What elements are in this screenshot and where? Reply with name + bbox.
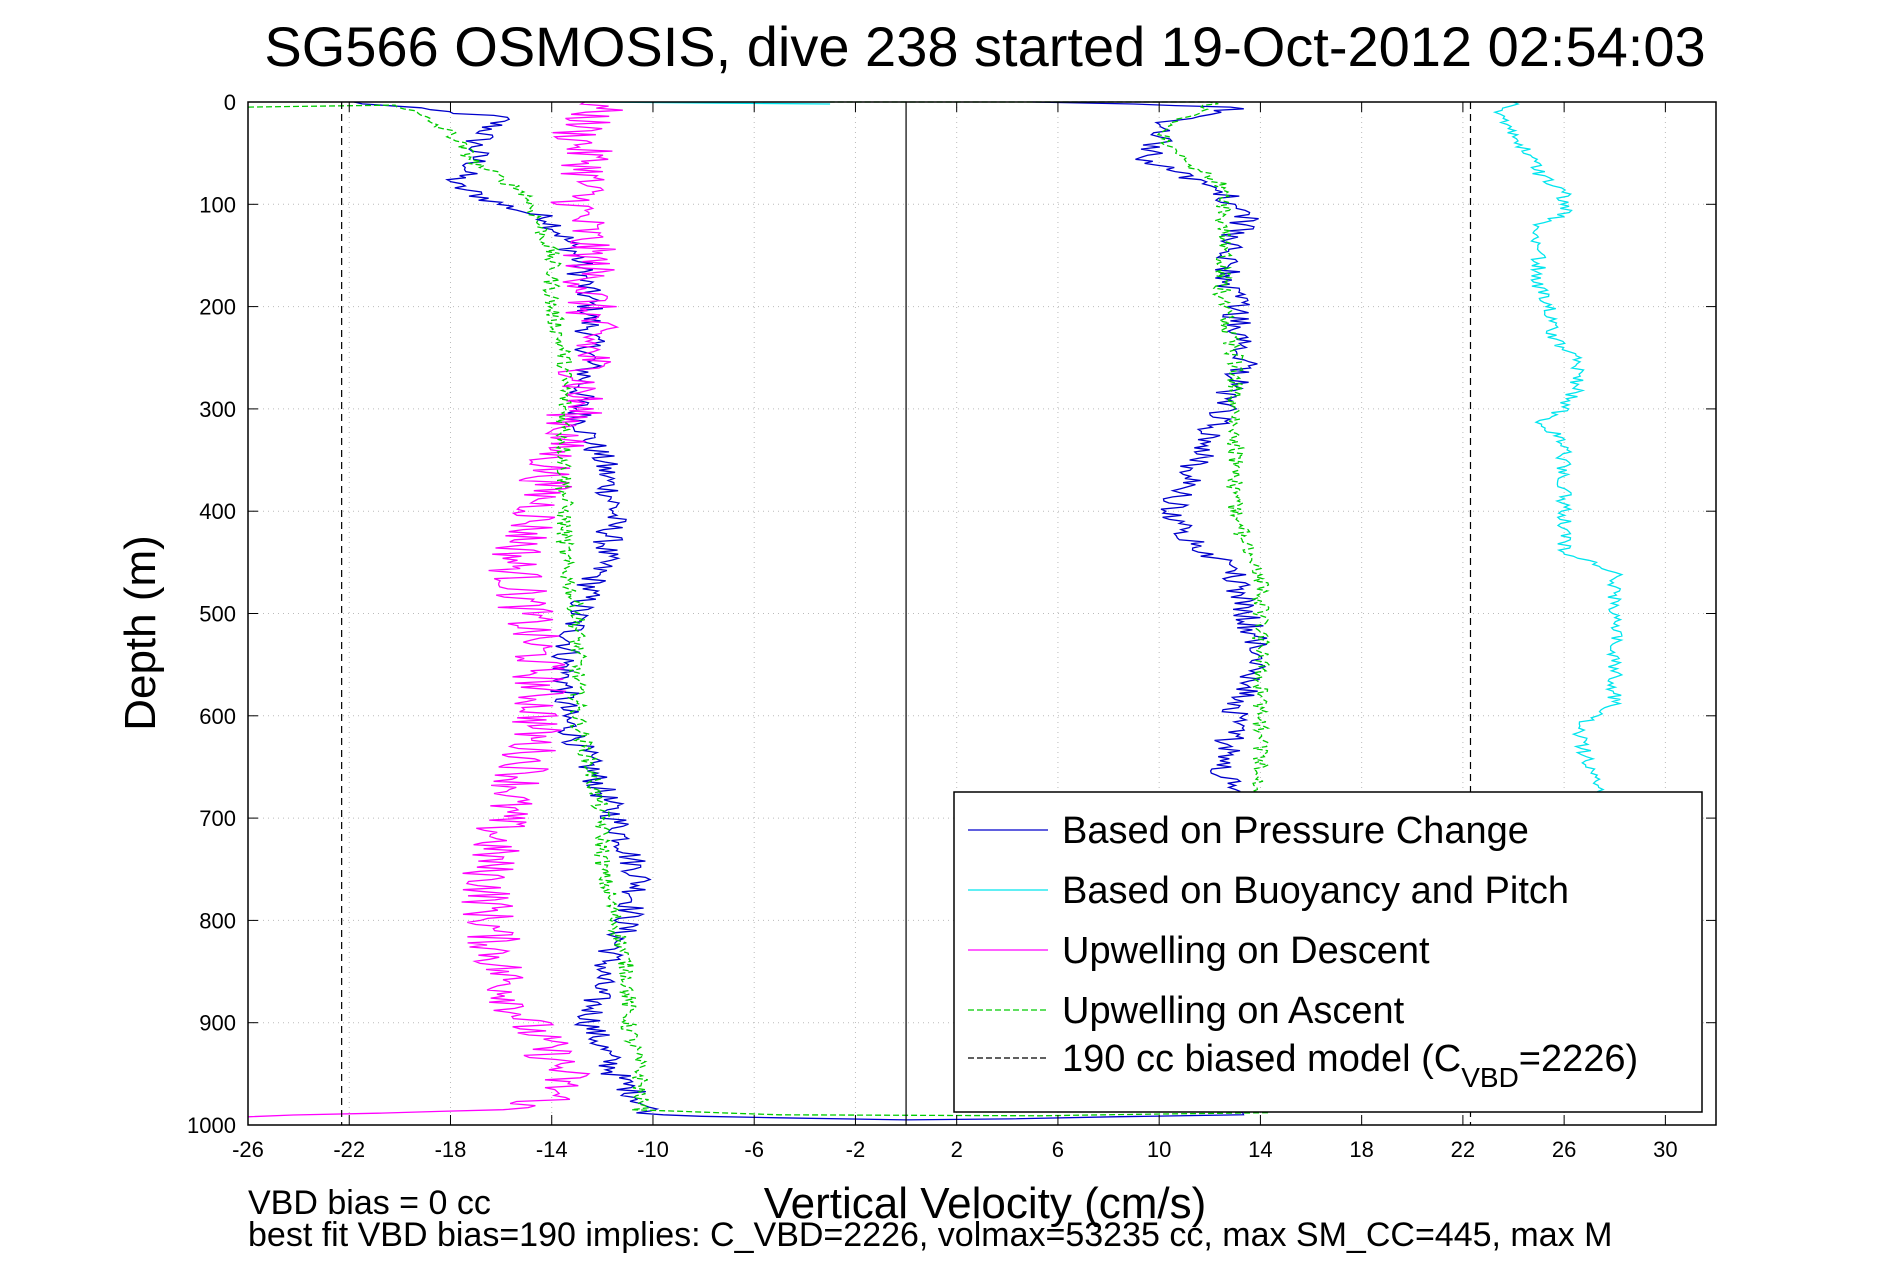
y-tick-label: 0: [224, 90, 236, 115]
axis-ticks: -26 -22 -18 -14 -10 -6 -2 2 6 10 14 18 22 26 300100200…: [187, 90, 1716, 1162]
x-tick-label: -10: [637, 1137, 669, 1162]
x-tick-label: -2: [846, 1137, 866, 1162]
y-tick-label: 800: [199, 908, 236, 933]
series-line-up_ascent: [247, 101, 1272, 1117]
y-tick-label: 400: [199, 499, 236, 524]
x-tick-label: 14: [1248, 1137, 1272, 1162]
x-tick-label: 18: [1349, 1137, 1373, 1162]
legend-label-buoyancy: Based on Buoyancy and Pitch: [1062, 870, 1569, 912]
legend-box: [953, 791, 1703, 1113]
legend: Based on Pressure Change Based on Buoyanc…: [953, 791, 1703, 1113]
series-line-buoyancy_ascent: [1492, 101, 1624, 799]
chart-title: SG566 OSMOSIS, dive 238 started 19-Oct-2…: [264, 15, 1705, 78]
x-tick-label: 10: [1147, 1137, 1171, 1162]
y-tick-label: 300: [199, 397, 236, 422]
x-tick-label: 30: [1653, 1137, 1677, 1162]
x-axis-label: Vertical Velocity (cm/s): [764, 1179, 1207, 1228]
best-fit-note: best fit VBD bias=190 implies: C_VBD=222…: [248, 1216, 1612, 1254]
y-axis-label: Depth (m): [116, 535, 165, 731]
x-tick-label: -22: [333, 1137, 365, 1162]
x-tick-label: -18: [435, 1137, 467, 1162]
x-tick-label: -6: [744, 1137, 764, 1162]
series-line-up_descent: [247, 101, 623, 1118]
y-tick-label: 600: [199, 704, 236, 729]
legend-label-upDescent: Upwelling on Descent: [1062, 930, 1430, 972]
y-tick-label: 100: [199, 192, 236, 217]
legend-label-pressure: Based on Pressure Change: [1062, 810, 1529, 852]
y-tick-label: 700: [199, 806, 236, 831]
x-tick-label: -26: [232, 1137, 264, 1162]
vbd-bias-note: VBD bias = 0 cc: [248, 1184, 491, 1222]
x-tick-label: 26: [1552, 1137, 1576, 1162]
x-tick-label: 2: [951, 1137, 963, 1162]
y-tick-label: 900: [199, 1011, 236, 1036]
x-tick-label: 6: [1052, 1137, 1064, 1162]
x-tick-label: -14: [536, 1137, 568, 1162]
x-tick-label: 22: [1451, 1137, 1475, 1162]
legend-label-upAscent: Upwelling on Ascent: [1062, 990, 1405, 1032]
y-tick-label: 1000: [187, 1113, 236, 1138]
y-tick-label: 500: [199, 602, 236, 627]
y-tick-label: 200: [199, 295, 236, 320]
